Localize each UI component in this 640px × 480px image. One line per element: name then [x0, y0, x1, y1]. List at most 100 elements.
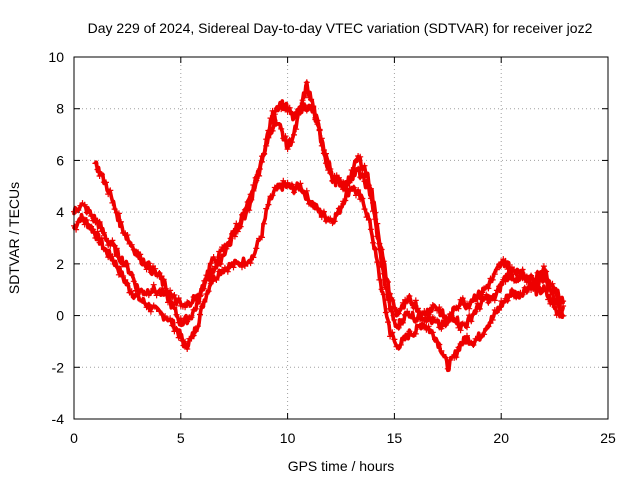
x-tick-label: 20	[493, 430, 509, 446]
plus-marker	[207, 260, 214, 267]
plus-marker	[365, 217, 372, 223]
y-tick-label: 4	[56, 204, 64, 220]
plus-marker	[113, 263, 120, 270]
plus-marker	[457, 327, 464, 334]
plus-marker	[382, 309, 389, 316]
plus-marker	[182, 304, 189, 311]
plus-marker	[180, 342, 187, 349]
plus-marker	[169, 301, 176, 307]
plus-marker	[442, 314, 449, 321]
plus-marker	[253, 245, 260, 252]
plus-marker	[342, 197, 349, 204]
plus-marker	[113, 245, 120, 252]
data-traces	[71, 79, 567, 373]
plus-marker	[519, 291, 526, 298]
plus-marker	[103, 247, 109, 254]
plus-marker	[162, 285, 169, 292]
plus-marker	[88, 213, 95, 219]
plus-marker	[261, 220, 268, 227]
plus-marker	[367, 226, 374, 233]
plus-marker	[353, 157, 359, 164]
plus-marker	[453, 319, 460, 326]
plus-marker	[199, 303, 206, 310]
plus-marker	[188, 335, 195, 342]
series-track-c	[93, 80, 565, 324]
plus-marker	[271, 111, 278, 118]
plus-marker	[288, 139, 295, 146]
x-tick-label: 5	[177, 430, 185, 446]
plus-marker	[190, 332, 197, 339]
plus-marker	[423, 326, 430, 333]
plus-marker	[221, 264, 228, 271]
plus-marker	[389, 297, 396, 304]
plus-marker	[248, 196, 255, 203]
plus-marker	[109, 199, 116, 206]
plus-marker	[141, 259, 148, 266]
plus-marker	[206, 277, 213, 284]
plus-marker	[487, 320, 494, 327]
plus-marker	[327, 215, 334, 222]
plus-marker	[115, 254, 122, 261]
plus-marker	[96, 239, 103, 246]
plus-marker	[455, 344, 462, 351]
plus-marker	[504, 275, 511, 282]
plus-marker	[391, 305, 398, 311]
plus-marker	[438, 347, 445, 354]
plus-marker	[98, 171, 105, 178]
plus-marker	[167, 287, 174, 294]
plus-marker	[489, 276, 496, 283]
plus-marker	[511, 266, 517, 273]
x-ticks: 0 5 10 15 20 25	[70, 57, 616, 446]
plus-marker	[357, 153, 364, 160]
plus-marker	[365, 182, 372, 189]
plus-marker	[171, 292, 178, 298]
plus-marker	[506, 291, 513, 298]
plus-marker	[318, 142, 325, 149]
plus-marker	[481, 296, 488, 303]
plus-marker	[545, 279, 552, 286]
plus-marker	[303, 107, 310, 114]
plus-marker	[297, 104, 304, 111]
x-tick-label: 0	[70, 430, 78, 446]
plus-marker	[188, 314, 195, 321]
y-tick-label: -2	[52, 359, 65, 375]
plus-marker	[92, 160, 99, 167]
plus-marker	[261, 150, 268, 157]
plus-marker	[301, 93, 308, 99]
plus-marker	[210, 254, 217, 260]
plus-marker	[254, 171, 261, 178]
plus-marker	[159, 312, 166, 318]
plus-marker	[259, 158, 265, 165]
plus-marker	[156, 270, 163, 276]
plus-marker	[412, 318, 419, 325]
plus-marker	[295, 111, 302, 118]
plus-marker	[353, 192, 359, 199]
plus-marker	[385, 319, 391, 326]
plus-marker	[269, 192, 276, 199]
plus-marker	[184, 346, 191, 352]
plus-marker	[560, 298, 567, 305]
plus-marker	[223, 245, 230, 252]
plus-marker	[103, 179, 109, 186]
plus-marker	[220, 251, 227, 257]
plus-marker	[291, 131, 297, 138]
plus-marker	[359, 195, 366, 202]
plus-marker	[150, 281, 157, 288]
plus-marker	[79, 214, 86, 221]
plus-marker	[94, 166, 101, 173]
plus-marker	[333, 174, 340, 181]
plus-marker	[397, 341, 404, 348]
plus-marker	[498, 260, 505, 267]
plus-marker	[156, 287, 163, 294]
plus-marker	[269, 127, 276, 134]
plus-marker	[555, 295, 562, 301]
plus-marker	[355, 187, 362, 193]
plus-marker	[115, 210, 122, 217]
plus-marker	[530, 285, 537, 292]
plus-marker	[472, 308, 479, 315]
plus-marker	[320, 208, 327, 215]
plus-marker	[173, 299, 180, 306]
plus-marker	[378, 286, 385, 293]
y-ticks: -4 -2 0 2 4 6 8 10	[48, 49, 608, 427]
plus-marker	[303, 187, 310, 194]
